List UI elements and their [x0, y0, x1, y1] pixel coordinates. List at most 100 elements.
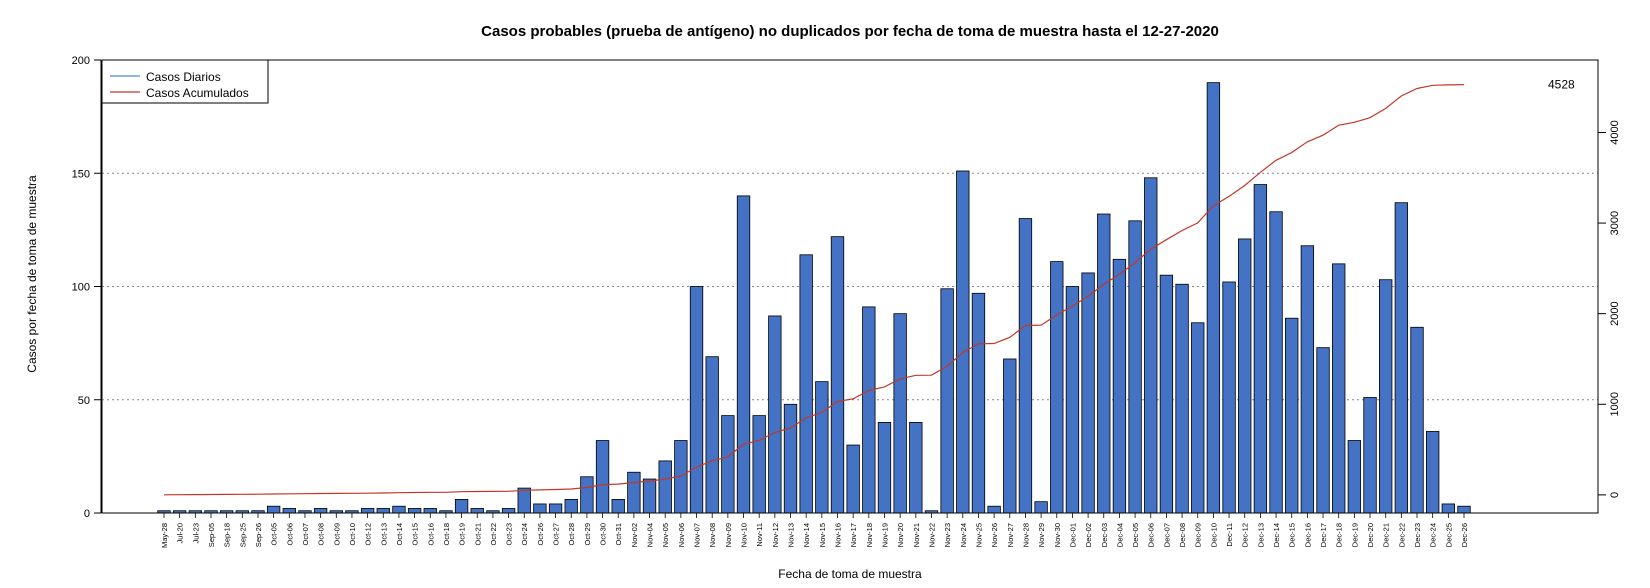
bar [1379, 279, 1393, 514]
bar [501, 508, 516, 514]
y-axis-right: 0 1000 2000 3000 4000 [1598, 120, 1621, 498]
bar [1316, 347, 1330, 514]
x-tick-label: Nov-02 [630, 523, 639, 547]
bar [1003, 358, 1017, 514]
x-tick-label: Nov-18 [865, 523, 874, 547]
x-tick-label: Dec-04 [1115, 523, 1124, 547]
x-tick-label: Nov-21 [912, 523, 921, 547]
bar [830, 236, 845, 514]
legend-label-daily: Casos Diarios [146, 70, 221, 84]
bar [611, 499, 625, 514]
bar [877, 421, 892, 514]
x-tick-label: Oct-18 [442, 523, 451, 546]
x-tick-label: Oct-29 [583, 523, 592, 546]
bar [783, 403, 798, 514]
bar [1144, 177, 1158, 514]
y-axis-label: Casos por fecha de toma de muestra [25, 175, 39, 373]
bar [1034, 501, 1048, 514]
x-tick-label: Dec-01 [1068, 523, 1077, 547]
x-tick-label: Dec-26 [1460, 523, 1469, 547]
x-axis-label: Fecha de toma de muestra [778, 567, 922, 581]
x-tick-label: Dec-21 [1382, 523, 1391, 547]
bar [1285, 317, 1299, 514]
x-tick-label: Oct-28 [567, 523, 576, 546]
bar [533, 503, 547, 514]
bar [1457, 505, 1471, 514]
x-tick-label: Oct-10 [348, 523, 357, 546]
bar [1332, 263, 1346, 514]
x-tick-label: Dec-09 [1194, 523, 1203, 547]
cumulative-line [163, 84, 1465, 496]
x-tick-label: Dec-16 [1303, 523, 1312, 547]
bar [376, 508, 390, 514]
bar [1081, 272, 1095, 514]
bar [1018, 218, 1033, 514]
x-tick-label: Dec-14 [1272, 523, 1281, 547]
x-tick-label: Oct-24 [520, 523, 529, 546]
y-tick-label: 0 [84, 508, 90, 520]
x-tick-label: Nov-12 [771, 523, 780, 547]
x-tick-label: Nov-26 [990, 523, 999, 547]
bar [689, 286, 704, 514]
x-tick-label: Oct-09 [332, 523, 341, 546]
x-axis: May-28 Jul-20 Jul-23 Sep-05 Sep-18 Sep-25 Sep-… [160, 512, 1469, 548]
bar [1410, 326, 1424, 514]
gridlines [102, 172, 1598, 401]
chart-title: Casos probables (prueba de antígeno) no … [481, 23, 1219, 40]
x-tick-label: Nov-29 [1037, 523, 1046, 547]
x-tick-label: Dec-20 [1366, 523, 1375, 547]
x-tick-label: Nov-15 [818, 523, 827, 547]
x-tick-label: Nov-14 [802, 523, 811, 547]
x-tick-label: Nov-28 [1021, 523, 1030, 547]
x-tick-label: Dec-05 [1131, 523, 1140, 547]
x-tick-label: Dec-15 [1288, 523, 1297, 547]
legend-box [101, 59, 269, 104]
bar [940, 288, 954, 514]
bar [1300, 245, 1315, 514]
x-tick-label: Oct-05 [270, 523, 279, 546]
x-tick-label: Oct-15 [411, 523, 420, 546]
bar [642, 478, 657, 514]
x-tick-label: Dec-10 [1209, 523, 1218, 547]
x-tick-label: Sep-26 [254, 523, 263, 547]
x-tick-label: Oct-27 [552, 523, 561, 546]
bar [407, 508, 422, 514]
bar [1159, 274, 1174, 514]
x-tick-label: Dec-19 [1350, 523, 1359, 547]
bar [548, 503, 563, 514]
x-tick-label: Nov-22 [928, 523, 937, 547]
bar [893, 313, 907, 514]
bar [658, 460, 672, 514]
x-tick-label: Oct-14 [395, 523, 404, 546]
bar [470, 508, 484, 514]
x-tick-label: Dec-18 [1335, 523, 1344, 547]
x-tick-label: Oct-19 [458, 523, 467, 546]
x-tick-label: Dec-07 [1162, 523, 1171, 547]
bar [721, 415, 735, 514]
bar [423, 508, 437, 514]
x-tick-label: Oct-30 [599, 523, 608, 546]
bar [1206, 82, 1221, 514]
x-tick-label: Oct-22 [489, 523, 498, 546]
y-tick-label: 50 [78, 395, 90, 407]
bar [1394, 202, 1409, 514]
bar [971, 292, 986, 514]
bar [705, 356, 719, 514]
x-tick-label: Oct-26 [536, 523, 545, 546]
bar [768, 315, 782, 514]
bar [799, 254, 813, 514]
x-tick-label: Oct-06 [285, 523, 294, 546]
bar [595, 440, 610, 514]
bar [815, 381, 829, 514]
x-tick-label: Jul-20 [176, 523, 185, 543]
y-tick-label: 150 [72, 168, 90, 180]
bar [282, 508, 296, 514]
bar [1269, 211, 1283, 514]
y2-tick-label: 2000 [1609, 301, 1621, 325]
x-tick-label: Nov-24 [959, 523, 968, 547]
y-tick-label: 100 [72, 282, 90, 294]
bar [1065, 286, 1080, 514]
x-tick-label: Oct-16 [426, 523, 435, 546]
bar [752, 415, 766, 514]
